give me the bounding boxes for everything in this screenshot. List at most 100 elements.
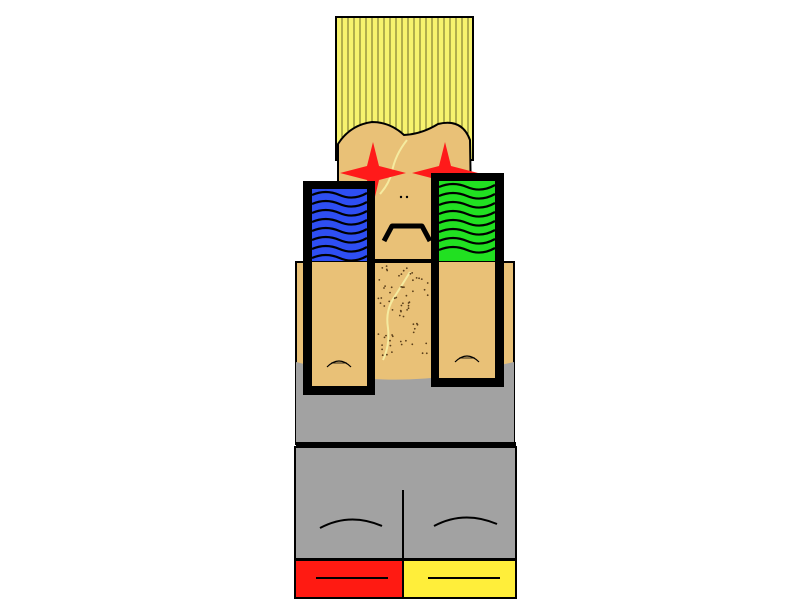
chest-hair-dot — [391, 309, 394, 311]
chest-hair-dot — [425, 352, 428, 355]
chest-hair-dot — [407, 304, 410, 307]
chest-hair-dot — [393, 297, 396, 300]
chest-hair-dot — [409, 272, 412, 275]
right-knuckle — [454, 355, 480, 363]
boot-icon-left — [294, 559, 404, 599]
chest-scar — [382, 271, 411, 361]
chest-hair-dot — [401, 286, 404, 289]
chest-hair-dot — [421, 352, 424, 355]
right-knee-crease — [433, 516, 498, 527]
left-armband-stripes — [311, 190, 368, 262]
chest-hair-dot — [379, 302, 382, 304]
left-knee-crease — [319, 518, 383, 529]
chest-hair-dot — [381, 344, 383, 346]
chest-hair-dot — [400, 304, 403, 307]
right-armband-stripes — [438, 182, 496, 254]
chest-hair-dot — [403, 286, 405, 289]
chest-hair-dot — [398, 314, 401, 317]
right-arm — [431, 173, 504, 387]
zebra-stripe — [438, 191, 496, 200]
nose-icon — [399, 195, 409, 199]
chest-hair-dot — [383, 287, 385, 289]
star-eye-icon-left — [340, 142, 406, 205]
chest-hair-dot — [383, 305, 386, 307]
chest-hair — [377, 265, 429, 357]
chest-hair-dot — [388, 300, 391, 303]
zebra-stripe — [311, 208, 368, 217]
chest-hair-dot — [402, 315, 405, 318]
left-arm-skin — [312, 262, 367, 386]
chest-hair-dot — [400, 273, 403, 275]
zebra-stripe — [438, 209, 496, 218]
chest-hair-dot — [389, 339, 391, 342]
chest-hair-dot — [381, 267, 384, 269]
chest-hair-dot — [415, 277, 418, 279]
chest-hair-dot — [390, 286, 393, 289]
chest-hair-dot — [408, 301, 411, 304]
zebra-stripe — [438, 227, 496, 236]
chest-hair-dot — [420, 278, 423, 280]
zebra-stripe — [438, 218, 496, 227]
chest-hair-dot — [405, 267, 408, 270]
zebra-stripe — [311, 199, 368, 208]
zebra-stripe — [438, 245, 496, 254]
chest-hair-dot — [378, 279, 381, 281]
pants-body — [294, 446, 517, 560]
chest-hair-dot — [412, 279, 414, 282]
chest-hair-dot — [380, 297, 383, 299]
chest-hair-dot — [411, 343, 414, 346]
zebra-stripe — [311, 226, 368, 235]
chest-hair-dot — [411, 272, 414, 274]
zebra-stripe — [311, 244, 368, 253]
chest-hair-dot — [418, 277, 420, 280]
chest-hair-dot — [399, 340, 402, 343]
chest-hair-dot — [381, 354, 384, 357]
chest-hair-dot — [386, 353, 388, 356]
chest-hair-dot — [391, 334, 393, 336]
chest-hair-dot — [377, 297, 380, 300]
chest-hair-dot — [416, 322, 418, 325]
zebra-stripe — [311, 253, 368, 262]
chest-hair-dot — [402, 269, 405, 272]
chest-hair-dot — [399, 309, 402, 312]
chest-hair-dot — [389, 344, 392, 347]
chest-hair-dot — [412, 290, 414, 293]
chest-hair-dot — [425, 342, 428, 345]
chest-hair-dot — [426, 282, 429, 284]
chest-hair-dot — [383, 336, 386, 339]
chest-hair-dot — [412, 331, 415, 334]
boot-icon-right — [402, 559, 517, 599]
chest-hair-dot — [400, 343, 403, 346]
hair-stripes — [341, 18, 469, 140]
chest-hair-dot — [385, 268, 388, 271]
chest-hair-dot — [423, 288, 426, 291]
zebra-stripe — [311, 190, 368, 199]
chest-hair-dot — [406, 309, 408, 311]
chest-hair-dot — [405, 339, 407, 342]
chest-hair-dot — [385, 265, 388, 267]
right-arm-skin — [439, 262, 495, 378]
zebra-stripe — [438, 182, 496, 191]
chest-hair-dot — [389, 291, 391, 294]
chest-hair-dot — [412, 323, 415, 326]
zebra-stripe — [311, 217, 368, 226]
chest-hair-dot — [385, 334, 387, 337]
chest-hair-dot — [402, 302, 404, 305]
chest-hair-dot — [381, 348, 383, 351]
chest-hair-dot — [426, 294, 429, 297]
zebra-stripe — [438, 200, 496, 209]
chest-hair-dot — [391, 351, 393, 353]
left-knuckle — [326, 360, 352, 368]
pants-icon — [294, 446, 517, 598]
zebra-stripe — [438, 236, 496, 245]
chest-hair-dot — [405, 294, 408, 297]
left-arm — [303, 181, 375, 395]
chest-hair-dot — [395, 296, 398, 299]
chest-hair-dot — [398, 274, 400, 277]
chest-hair-dot — [384, 285, 386, 287]
chest-hair-dot — [407, 307, 410, 310]
mustache-icon — [381, 223, 433, 243]
chest-hair-dot — [413, 327, 416, 330]
chest-hair-dot — [377, 333, 380, 335]
